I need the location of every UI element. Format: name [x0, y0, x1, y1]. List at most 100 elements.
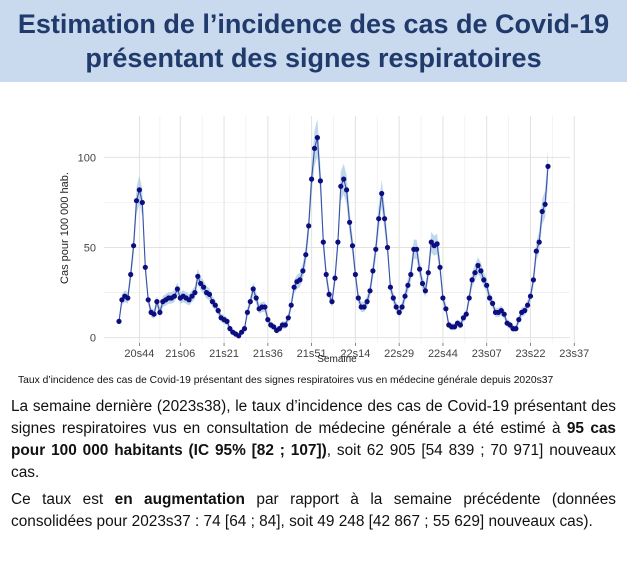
data-point: [239, 329, 245, 335]
x-tick-label: 23s22: [515, 348, 545, 360]
data-point: [347, 219, 353, 225]
data-point: [440, 295, 446, 301]
summary-text-2: , soit 62 905 [54 839 ; 70 971] nouveaux…: [11, 442, 616, 481]
data-point: [545, 163, 551, 169]
data-point: [314, 135, 320, 141]
data-point: [224, 318, 230, 324]
data-point: [525, 302, 531, 308]
data-point: [332, 275, 338, 281]
chart-caption: Taux d’incidence des cas de Covid-19 pré…: [18, 375, 554, 386]
data-point: [142, 264, 148, 270]
y-tick-label: 0: [90, 333, 96, 345]
data-point: [323, 271, 329, 278]
x-tick-label: 21s36: [253, 348, 283, 360]
data-point: [271, 324, 277, 330]
trend-direction: en augmentation: [114, 491, 245, 508]
data-point: [487, 295, 493, 301]
data-point: [352, 271, 358, 278]
data-point: [399, 304, 405, 310]
data-point: [542, 201, 548, 207]
data-point: [174, 286, 180, 292]
summary-estimate: 95 cas pour 100 000 habitants (IC 95% [8…: [11, 420, 616, 459]
data-point: [396, 309, 402, 315]
data-point: [475, 262, 481, 269]
data-point: [209, 299, 215, 305]
data-point: [387, 284, 393, 290]
x-tick-label: 20s44: [124, 348, 154, 360]
x-tick-label: 23s07: [472, 348, 502, 360]
data-point: [139, 199, 145, 206]
data-point: [434, 241, 440, 247]
data-point: [341, 176, 347, 182]
data-point: [244, 309, 250, 315]
data-point: [536, 239, 542, 245]
summary-paragraph: La semaine dernière (2023s38), le taux d…: [11, 396, 616, 484]
data-point: [349, 243, 356, 249]
data-point: [484, 282, 490, 288]
data-point: [530, 277, 537, 283]
x-axis-ticks: 20s44 21s06 21s21 21s36 21s51 22s14 22s29 22s44…: [124, 343, 589, 360]
data-point: [133, 198, 140, 204]
data-point: [198, 280, 204, 287]
data-point: [469, 277, 475, 283]
data-point: [527, 293, 534, 299]
data-point: [501, 311, 507, 317]
data-point: [116, 318, 122, 324]
data-point: [516, 317, 522, 323]
data-points: [116, 135, 551, 339]
data-point: [119, 297, 125, 303]
x-axis-label: Semaine: [317, 354, 357, 365]
data-point: [384, 244, 391, 251]
data-point: [186, 297, 192, 303]
data-point: [215, 308, 221, 314]
data-point: [151, 311, 157, 317]
trend-text-2: par rapport à la semaine précédente (don…: [11, 491, 616, 530]
data-point: [195, 273, 201, 279]
data-point: [201, 284, 207, 290]
data-point: [376, 216, 382, 222]
data-point: [428, 239, 434, 245]
data-point: [285, 315, 291, 321]
x-tick-label: 21s21: [209, 348, 239, 360]
data-point: [335, 239, 341, 245]
x-tick-label: 21s06: [165, 348, 195, 360]
data-point: [402, 293, 408, 299]
data-point: [157, 309, 163, 315]
x-tick-label: 21s51: [297, 348, 327, 360]
page-title-line2: présentant des signes respiratoires: [85, 43, 542, 73]
data-point: [539, 208, 545, 215]
data-point: [189, 293, 195, 299]
data-point: [513, 326, 519, 332]
data-point: [533, 248, 539, 254]
data-point: [460, 315, 466, 321]
data-point: [367, 288, 373, 294]
data-point: [355, 295, 361, 301]
grid-minor: [104, 116, 570, 343]
data-point: [463, 311, 469, 317]
y-axis-ticks: 0 50 100: [78, 152, 96, 344]
data-point: [320, 239, 326, 245]
y-axis-label: Cas pour 100 000 hab.: [59, 172, 71, 284]
data-point: [422, 288, 428, 294]
x-tick-label: 22s44: [428, 348, 458, 360]
data-point: [370, 268, 376, 274]
data-point: [253, 295, 259, 301]
data-point: [227, 326, 233, 332]
data-point: [408, 271, 414, 278]
incidence-chart: 0 50 100 20s44 21s06 21s21 21s36 21s51 22s14 22s…: [59, 116, 589, 365]
data-point: [379, 190, 385, 197]
data-point: [171, 293, 177, 299]
data-point: [309, 176, 315, 182]
y-tick-label: 50: [84, 243, 96, 255]
data-point: [478, 268, 484, 274]
data-point: [206, 291, 213, 297]
data-point: [303, 252, 309, 258]
data-point: [276, 326, 283, 332]
data-point: [154, 299, 160, 305]
data-point: [425, 270, 431, 276]
data-point: [288, 302, 294, 308]
trend-text-1: Ce taux est: [11, 491, 115, 508]
data-point: [452, 324, 458, 330]
data-point: [265, 317, 271, 323]
data-point: [306, 223, 312, 229]
